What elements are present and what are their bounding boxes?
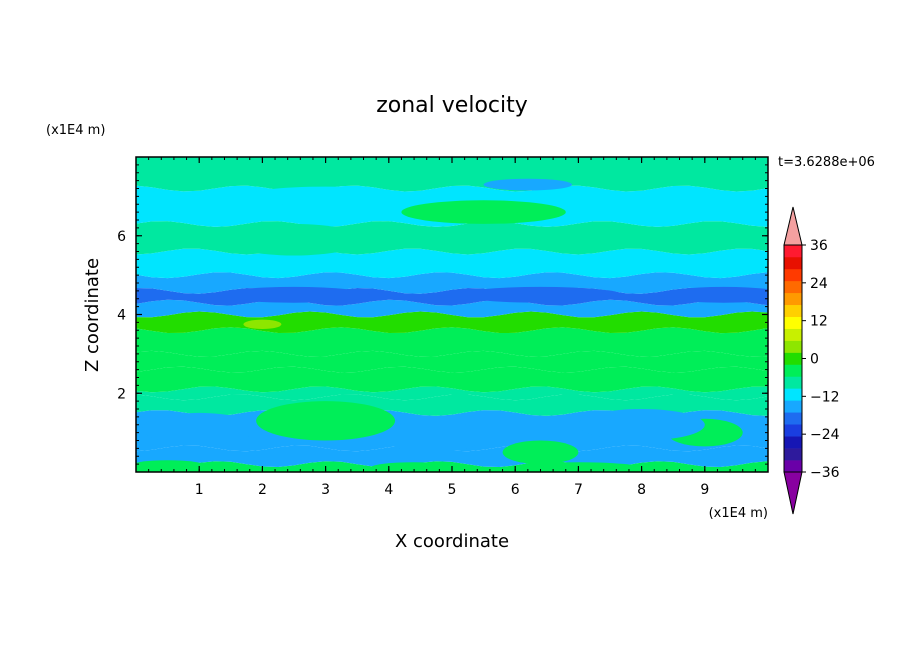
velocity-eddy (401, 200, 566, 224)
velocity-eddy (218, 286, 370, 303)
colorbar-label: 36 (810, 238, 828, 254)
velocity-eddy (483, 178, 572, 191)
velocity-layer (136, 445, 768, 467)
velocity-eddy (136, 460, 206, 472)
colorbar-swatch (784, 424, 802, 437)
velocity-layer (136, 157, 768, 192)
colorbar-swatch (784, 352, 802, 365)
colorbar-swatch (784, 340, 802, 353)
colorbar-swatch (784, 292, 802, 306)
chart-title: zonal velocity (376, 93, 528, 118)
colorbar-swatch (784, 448, 802, 461)
colorbar-swatch (784, 376, 802, 389)
velocity-eddy (287, 411, 364, 431)
colorbar-label: −36 (810, 465, 840, 481)
velocity-layer (136, 366, 768, 393)
x-axis: 1 2 3 4 5 6 7 8 9 (135, 157, 769, 498)
x-axis-label: X coordinate (395, 531, 509, 552)
velocity-eddy (243, 186, 408, 207)
velocity-eddy (660, 286, 768, 303)
x-tick-label: 9 (700, 482, 709, 498)
colorbar-swatch (784, 280, 802, 294)
y-axis-label: Z coordinate (82, 258, 103, 372)
x-tick-label: 6 (511, 482, 520, 498)
x-tick-label: 4 (384, 482, 393, 498)
velocity-eddy (578, 409, 705, 441)
x-tick-label: 1 (195, 482, 204, 498)
colorbar-label: −12 (810, 389, 840, 405)
x-tick-label: 3 (321, 482, 330, 498)
velocity-eddy (142, 412, 257, 445)
velocity-layer (136, 386, 768, 401)
colorbar-label: 0 (810, 352, 819, 368)
colorbar-swatch (784, 316, 802, 329)
colorbar-swatch (784, 412, 802, 425)
colorbar-swatch (784, 364, 802, 377)
y-axis: 2 4 6 (117, 156, 768, 473)
y-tick-label: 4 (117, 308, 126, 324)
velocity-layer (136, 248, 768, 279)
velocity-layer (136, 299, 768, 318)
colorbar: 36 24 12 0 −12 −24 −36 (783, 206, 840, 515)
colorbar-swatch (784, 268, 802, 282)
x-tick-label: 8 (637, 482, 646, 498)
time-label: t=3.6288e+06 (778, 155, 875, 170)
velocity-eddy (243, 319, 282, 329)
colorbar-swatch (784, 304, 802, 317)
colorbar-label: −24 (810, 427, 840, 443)
colorbar-swatch (784, 400, 802, 413)
velocity-layer (136, 350, 768, 373)
colorbar-swatch (784, 388, 802, 401)
velocity-layer (136, 327, 768, 357)
x-axis-units: (x1E4 m) (709, 506, 768, 521)
velocity-eddy (224, 223, 364, 256)
x-tick-label: 2 (258, 482, 267, 498)
colorbar-label: 24 (810, 276, 828, 292)
velocity-eddy (382, 420, 484, 453)
colorbar-max-arrow (783, 206, 803, 246)
colorbar-swatch (784, 328, 802, 341)
x-tick-label: 7 (574, 482, 583, 498)
colorbar-swatch (784, 245, 802, 258)
colorbar-swatch (784, 436, 802, 449)
velocity-eddy (502, 440, 579, 465)
velocity-eddy (458, 286, 623, 303)
colorbar-swatch (784, 256, 802, 270)
y-tick-label: 2 (117, 386, 126, 402)
y-tick-label: 6 (117, 229, 126, 245)
velocity-eddy (369, 462, 459, 472)
colorbar-swatch (784, 460, 802, 473)
velocity-field (136, 157, 768, 472)
colorbar-min-arrow (783, 471, 803, 515)
y-axis-units: (x1E4 m) (46, 123, 105, 138)
x-tick-label: 5 (448, 482, 457, 498)
colorbar-label: 12 (810, 314, 828, 330)
velocity-layer (136, 311, 768, 334)
